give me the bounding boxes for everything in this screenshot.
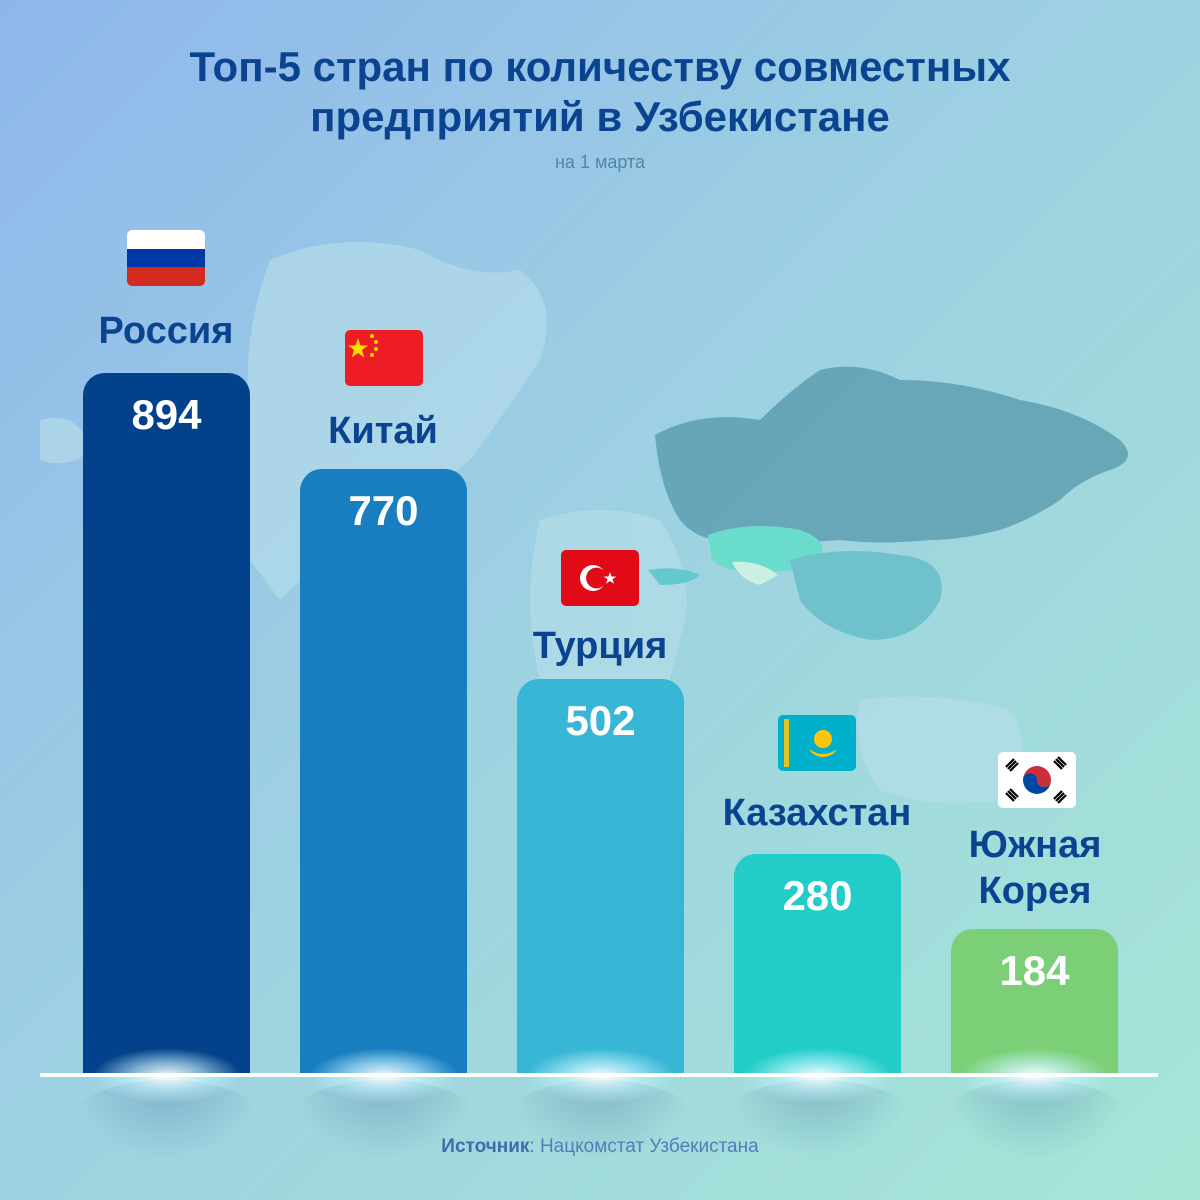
source-text: : Нацкомстат Узбекистана (529, 1136, 759, 1157)
bar-label-turkey: Турция (532, 625, 668, 667)
chart-title: Топ-5 стран по количеству совместных пре… (0, 42, 1200, 142)
bar-value-south-korea: 184 (999, 947, 1070, 994)
south-korea-flag-icon (998, 752, 1076, 808)
bar-label-south-korea-line-1: Южная (968, 824, 1102, 866)
bar-label-south-korea: Южная Корея (935, 822, 1135, 914)
title-line-2: предприятий в Узбекистане (310, 93, 890, 140)
bar-china: 770 (300, 469, 467, 1075)
bar-turkey: 502 (517, 679, 684, 1075)
bar-kazakhstan: 280 (734, 854, 901, 1075)
bar-value-kazakhstan: 280 (782, 872, 853, 919)
bar-label-kazakhstan: Казахстан (722, 792, 912, 834)
kazakhstan-flag-icon (778, 715, 856, 771)
bar-value-russia: 894 (131, 391, 202, 438)
bar-label-russia: Россия (98, 310, 234, 352)
chart-subtitle: на 1 марта (554, 152, 646, 172)
bar-label-china: Китай (328, 410, 438, 452)
title-line-1: Топ-5 стран по количеству совместных (189, 43, 1011, 90)
bar-value-china: 770 (348, 487, 419, 534)
chart-baseline (40, 1073, 1158, 1077)
source-label: Источник (441, 1136, 530, 1157)
turkey-flag-icon (561, 550, 639, 606)
china-flag-icon (345, 330, 423, 386)
source-note: Источник: Нацкомстат Узбекистана (0, 1136, 1200, 1158)
bar-value-turkey: 502 (565, 697, 636, 744)
bar-label-south-korea-line-2: Корея (978, 870, 1092, 912)
russia-flag-icon (127, 230, 205, 286)
bar-russia: 894 (83, 373, 250, 1075)
